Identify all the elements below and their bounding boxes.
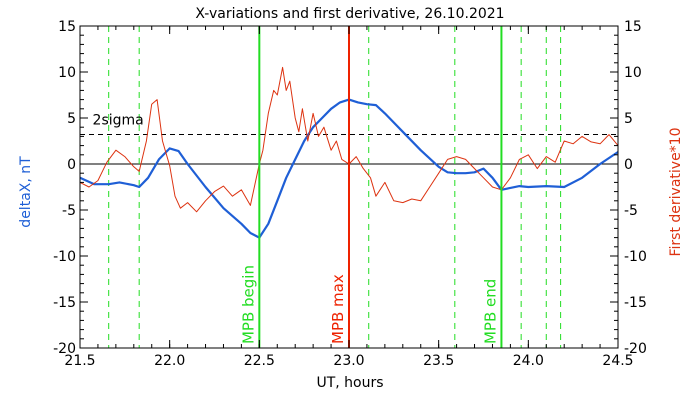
y2-tick-label: 5 (624, 111, 633, 127)
y2-tick-label: -20 (624, 341, 647, 357)
y-tick-label: 10 (58, 65, 76, 81)
y2-tick-label: -5 (624, 203, 638, 219)
y-tick-label: 5 (67, 111, 76, 127)
sigma-label: 2sigma (93, 113, 144, 129)
y2-axis-label: First derivative*10 (668, 127, 684, 256)
y2-tick-label: -10 (624, 249, 647, 265)
y-tick-label: -15 (53, 295, 76, 311)
chart-title: X-variations and first derivative, 26.10… (195, 6, 504, 22)
x-axis-label: UT, hours (316, 375, 383, 391)
x-tick-label: 24.5 (602, 353, 633, 369)
y2-tick-label: 0 (624, 157, 633, 173)
plot-area: MPB begin MPB max MPB end 2sigma 21.5 22.0 22.… (53, 19, 647, 369)
event-marker-label: MPB begin (239, 265, 257, 344)
event-marker-label: MPB max (329, 274, 347, 344)
series-line-deltax (79, 98, 619, 239)
x-tick-label: 21.5 (64, 353, 95, 369)
y-tick-label: -5 (62, 203, 76, 219)
y2-tick-label: 15 (624, 19, 642, 35)
x-tick-label: 24.0 (513, 353, 544, 369)
y-tick-label: -10 (53, 249, 76, 265)
series-line-derivative (79, 66, 619, 213)
y-tick-label: 0 (67, 157, 76, 173)
y-axis-label: deltaX, nT (18, 156, 34, 228)
x-tick-label: 22.5 (244, 353, 275, 369)
y2-tick-label: -15 (624, 295, 647, 311)
x-tick-label: 23.0 (333, 353, 364, 369)
y-tick-label: -20 (53, 341, 76, 357)
x-tick-label: 23.5 (423, 353, 454, 369)
y-tick-label: 15 (58, 19, 76, 35)
event-marker-label: MPB end (481, 279, 499, 344)
y2-tick-label: 10 (624, 65, 642, 81)
x-tick-label: 22.0 (154, 353, 185, 369)
